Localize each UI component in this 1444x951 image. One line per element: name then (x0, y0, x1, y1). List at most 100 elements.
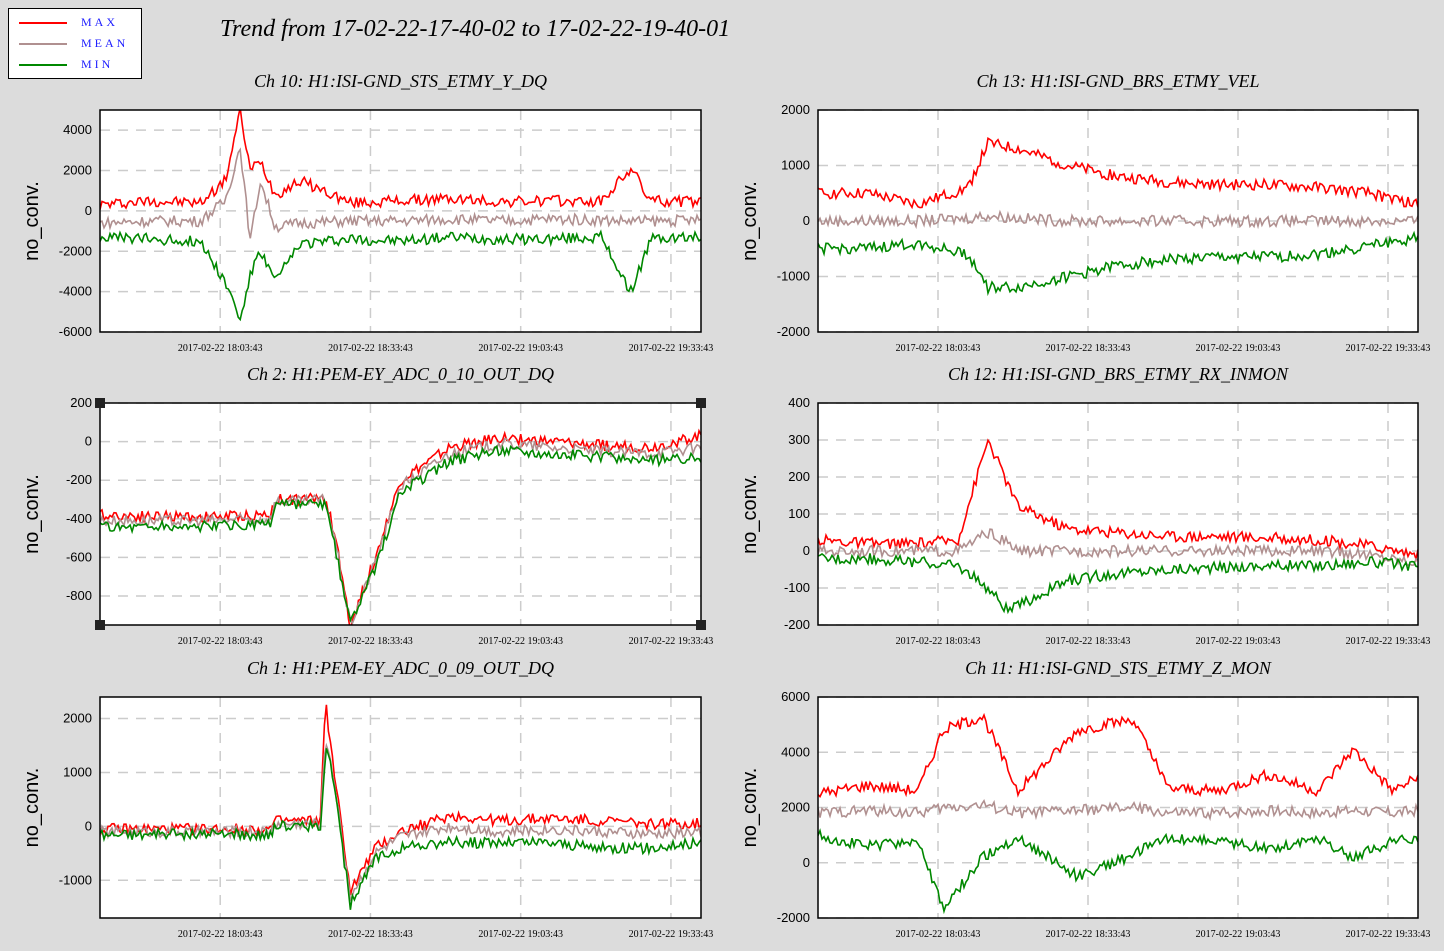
legend-item-max: MAX (9, 13, 143, 33)
x-tick-label: 2017-02-22 18:03:43 (178, 929, 263, 940)
x-tick-label: 2017-02-22 18:03:43 (178, 636, 263, 647)
resize-handle[interactable] (696, 620, 706, 630)
y-tick-label: -2000 (59, 243, 92, 258)
y-tick-label: 0 (85, 203, 92, 218)
x-tick-label: 2017-02-22 19:03:43 (1196, 929, 1281, 940)
y-tick-label: 6000 (781, 689, 810, 704)
plot-frame (817, 402, 1419, 626)
y-axis-label: no_conv. (739, 181, 761, 261)
y-tick-label: 2000 (781, 800, 810, 815)
legend-item-mean: MEAN (9, 34, 143, 54)
y-tick-label: 200 (788, 469, 810, 484)
x-tick-label: 2017-02-22 18:33:43 (1046, 929, 1131, 940)
y-tick-label: 100 (788, 506, 810, 521)
series-line-mean (100, 147, 701, 239)
y-tick-label: -4000 (59, 284, 92, 299)
y-tick-label: 1000 (781, 158, 810, 173)
series-group (818, 137, 1418, 297)
plot-frame (99, 696, 702, 919)
chart-title: Ch 10: H1:ISI-GND_STS_ETMY_Y_DQ (254, 71, 547, 91)
y-tick-label: 0 (803, 855, 810, 870)
y-axis-label: no_conv. (21, 181, 43, 261)
chart-title: Ch 2: H1:PEM-EY_ADC_0_10_OUT_DQ (247, 364, 554, 384)
page-title: Trend from 17-02-22-17-40-02 to 17-02-22… (220, 16, 731, 42)
legend-label-min: MIN (81, 57, 114, 71)
x-tick-label: 2017-02-22 19:33:43 (629, 636, 714, 647)
series-group (100, 428, 701, 625)
series-line-min (100, 229, 701, 322)
y-tick-label: -1000 (59, 872, 92, 887)
x-tick-label: 2017-02-22 19:33:43 (629, 343, 714, 354)
x-tick-label: 2017-02-22 19:03:43 (478, 343, 563, 354)
x-tick-label: 2017-02-22 18:03:43 (896, 343, 981, 354)
y-tick-label: -200 (66, 472, 92, 487)
x-tick-label: 2017-02-22 18:33:43 (328, 929, 413, 940)
plot-frame (817, 696, 1419, 919)
x-tick-label: 2017-02-22 19:03:43 (1196, 636, 1281, 647)
plot-frame (99, 402, 702, 626)
x-tick-label: 2017-02-22 18:03:43 (896, 929, 981, 940)
series-line-max (100, 428, 701, 625)
y-tick-label: 2000 (63, 163, 92, 178)
legend-swatch-mean (19, 43, 67, 45)
y-axis-label: no_conv. (739, 768, 761, 848)
chart-panel-2: -800 -600 -400 -200 0 200 2017-02-22 18:03:43 2… (21, 364, 713, 647)
resize-handle[interactable] (95, 398, 105, 408)
x-tick-label: 2017-02-22 19:33:43 (1346, 636, 1431, 647)
series-line-mean (100, 437, 701, 625)
legend-label-mean: MEAN (81, 36, 129, 50)
y-tick-label: 200 (70, 395, 92, 410)
resize-handle[interactable] (95, 620, 105, 630)
series-group (100, 704, 701, 910)
series-group (100, 110, 701, 322)
y-axis-label: no_conv. (21, 474, 43, 554)
x-tick-label: 2017-02-22 18:33:43 (328, 343, 413, 354)
series-line-mean (818, 528, 1418, 567)
chart-title: Ch 1: H1:PEM-EY_ADC_0_09_OUT_DQ (247, 658, 554, 678)
y-tick-label: 4000 (781, 744, 810, 759)
series-line-mean (818, 799, 1418, 822)
legend-swatch-max (19, 22, 67, 24)
series-group (818, 712, 1418, 915)
y-tick-label: 0 (803, 213, 810, 228)
chart-title: Ch 12: H1:ISI-GND_BRS_ETMY_RX_INMON (948, 364, 1289, 384)
x-tick-label: 2017-02-22 18:33:43 (328, 636, 413, 647)
y-tick-label: -200 (784, 617, 810, 632)
x-tick-label: 2017-02-22 18:33:43 (1046, 343, 1131, 354)
chart-panel-3: -200 -100 0 100 200 300 400 2017-02-22 18:03:43… (739, 364, 1430, 647)
y-tick-label: -1000 (777, 269, 810, 284)
x-tick-label: 2017-02-22 19:03:43 (478, 929, 563, 940)
y-tick-label: -400 (66, 511, 92, 526)
chart-panel-4: -1000 0 1000 2000 2017-02-22 18:03:43 2017-02… (21, 658, 713, 940)
chart-panel-1: -2000 -1000 0 1000 2000 2017-02-22 18:03:43 20… (739, 71, 1430, 354)
chart-panel-5: -2000 0 2000 4000 6000 2017-02-22 18:03:43 201… (739, 658, 1430, 940)
plot-area (100, 403, 701, 625)
plot-frame (817, 109, 1419, 333)
legend-swatch-min (19, 64, 67, 66)
chart-title: Ch 13: H1:ISI-GND_BRS_ETMY_VEL (977, 71, 1260, 91)
series-line-mean (818, 209, 1418, 230)
legend: MAX MEAN MIN (8, 8, 142, 79)
x-tick-label: 2017-02-22 18:03:43 (178, 343, 263, 354)
x-tick-label: 2017-02-22 19:03:43 (1196, 343, 1281, 354)
series-line-max (818, 137, 1418, 210)
y-tick-label: 0 (85, 434, 92, 449)
y-tick-label: 1000 (63, 764, 92, 779)
y-tick-label: -6000 (59, 324, 92, 339)
chart-panel-0: -6000 -4000 -2000 0 2000 4000 2017-02-22 18:03… (21, 71, 713, 354)
y-tick-label: -100 (784, 580, 810, 595)
chart-title: Ch 11: H1:ISI-GND_STS_ETMY_Z_MON (965, 658, 1272, 678)
y-tick-label: 300 (788, 432, 810, 447)
resize-handle[interactable] (696, 398, 706, 408)
x-tick-label: 2017-02-22 19:33:43 (629, 929, 714, 940)
x-tick-label: 2017-02-22 19:33:43 (1346, 343, 1431, 354)
y-tick-label: -2000 (777, 324, 810, 339)
y-tick-label: 2000 (781, 102, 810, 117)
series-line-min (100, 748, 701, 910)
series-line-min (818, 828, 1418, 915)
y-tick-label: -800 (66, 588, 92, 603)
legend-label-max: MAX (81, 15, 119, 29)
y-axis-label: no_conv. (21, 768, 43, 848)
y-tick-label: 0 (803, 543, 810, 558)
